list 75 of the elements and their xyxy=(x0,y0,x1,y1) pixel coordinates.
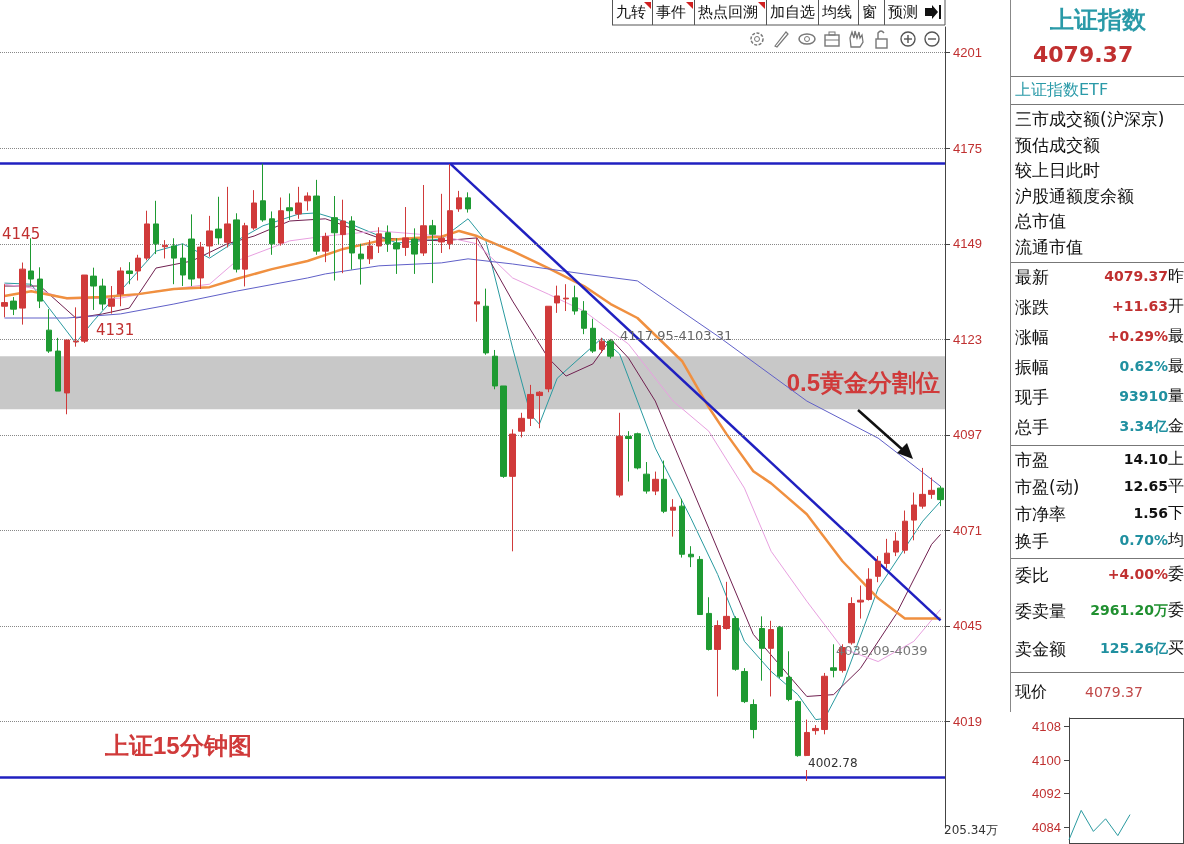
text: +0.29% xyxy=(1106,328,1168,344)
text: 涨幅 xyxy=(1015,326,1049,349)
text: 委 xyxy=(1168,600,1184,621)
y-tick-label: 4071 xyxy=(953,522,982,538)
text: 预测 xyxy=(884,0,921,25)
text: 昨 xyxy=(1168,266,1184,287)
text: 卖金额 xyxy=(1015,638,1066,661)
text: 九转 xyxy=(612,0,649,25)
text: 4079.37 xyxy=(1103,268,1168,284)
y-tick-label: 4097 xyxy=(953,427,982,443)
text: 买 xyxy=(1168,638,1184,659)
text: +4.00% xyxy=(1106,566,1168,582)
text: 金 xyxy=(1168,416,1184,437)
text: 125.26亿 xyxy=(1098,640,1168,658)
text: 市盈 xyxy=(1015,449,1049,472)
annotation: 4002.78 xyxy=(808,756,858,770)
text: 涨跌 xyxy=(1015,296,1049,319)
text: 较上日此时 xyxy=(1015,159,1100,182)
text: 0.62% xyxy=(1118,358,1168,374)
text: 市净率 xyxy=(1015,503,1066,526)
text: 0.70% xyxy=(1118,532,1168,548)
y-tick-label: 4092 xyxy=(1032,786,1061,802)
text: 热点回溯 xyxy=(694,0,761,25)
text: 上证15分钟图 xyxy=(104,731,252,759)
annotation: 4145 xyxy=(2,224,41,243)
text: 加自选 xyxy=(766,0,818,25)
text: 沪股通额度余额 xyxy=(1015,184,1134,208)
text: 三市成交额(沪深京) xyxy=(1015,108,1165,131)
text: 均线 xyxy=(818,0,855,25)
text: 14.10 xyxy=(1122,451,1168,467)
text: 总手 xyxy=(1015,416,1049,439)
annotation: 4131 xyxy=(96,320,135,339)
band-label: 0.5黄金分割位 xyxy=(786,369,940,397)
text: 现手 xyxy=(1015,386,1049,409)
y-tick-label: 4019 xyxy=(953,713,982,729)
y-tick-label: 4045 xyxy=(953,618,982,634)
y-tick-label: 4175 xyxy=(953,140,982,156)
text: 委比 xyxy=(1015,564,1049,587)
text: 量 xyxy=(1168,386,1184,407)
text: 4079.37 xyxy=(1033,42,1134,67)
text: 事件 xyxy=(652,0,689,25)
text: 流通市值 xyxy=(1015,235,1083,259)
y-tick-label: 4149 xyxy=(953,236,982,252)
text: 现价 xyxy=(1015,682,1047,703)
text: 预估成交额 xyxy=(1015,133,1100,157)
y-tick-label: 4108 xyxy=(1032,718,1061,734)
annotation: 205.34万 xyxy=(944,823,998,837)
text: 上证指数ETF xyxy=(1015,80,1109,101)
text: 市盈(动) xyxy=(1015,476,1080,499)
text: 下 xyxy=(1168,503,1184,524)
text: 2961.20万 xyxy=(1089,602,1168,620)
text: 上证指数 xyxy=(1049,5,1147,36)
text: 委 xyxy=(1168,564,1184,585)
text: 振幅 xyxy=(1015,356,1049,379)
y-tick-label: 4201 xyxy=(953,45,982,61)
text: 总市值 xyxy=(1015,210,1066,233)
text: 开 xyxy=(1168,296,1184,317)
text: 最 xyxy=(1168,326,1184,347)
y-tick-label: 4123 xyxy=(953,331,982,347)
text: 最 xyxy=(1168,356,1184,377)
text: 最新 xyxy=(1015,266,1049,289)
text: 1.56 xyxy=(1132,505,1168,521)
y-tick-label: 4100 xyxy=(1032,752,1061,768)
y-tick-label: 4084 xyxy=(1032,819,1061,835)
text: 12.65 xyxy=(1123,478,1168,494)
text: 上 xyxy=(1168,449,1184,470)
text: 平 xyxy=(1168,476,1184,497)
text: 3.34亿 xyxy=(1118,418,1168,436)
text: 委卖量 xyxy=(1015,600,1066,623)
text: 换手 xyxy=(1015,530,1049,553)
text: 窗 xyxy=(858,0,880,25)
text: +11.63 xyxy=(1111,298,1168,314)
text: 4079.37 xyxy=(1085,684,1143,700)
text: 均 xyxy=(1168,530,1184,551)
text: 93910 xyxy=(1118,388,1168,404)
